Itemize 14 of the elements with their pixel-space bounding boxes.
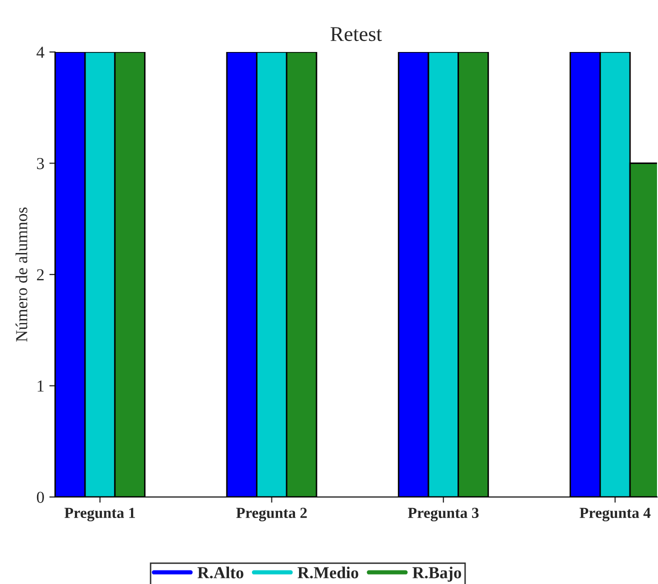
- y-tick-label: 3: [37, 158, 44, 170]
- legend-label: R.Bajo: [412, 566, 462, 582]
- chart-title: Retest: [330, 27, 382, 42]
- y-tick-label: 1: [38, 380, 44, 392]
- x-tick-label: Pregunta 4: [580, 508, 651, 522]
- y-tick-label: 0: [36, 492, 44, 503]
- x-tick-label: Pregunta 1: [64, 508, 135, 522]
- y-tick-label: 2: [36, 269, 44, 280]
- x-tick-label: Pregunta 2: [236, 508, 307, 522]
- y-axis-title: Número de alumnos: [16, 208, 28, 342]
- legend-label: R.Alto: [198, 566, 244, 578]
- y-tick-label: 4: [36, 46, 44, 58]
- x-tick-label: Pregunta 3: [408, 508, 479, 522]
- legend-label: R.Medio: [298, 566, 358, 578]
